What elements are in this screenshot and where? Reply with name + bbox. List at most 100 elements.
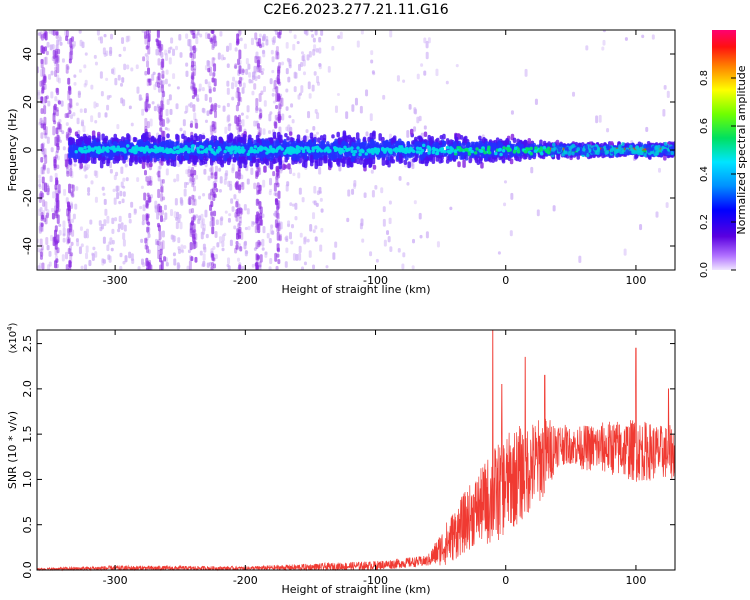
spectrogram-streak-cell [40, 123, 44, 129]
spectrogram-streak-cell [68, 85, 72, 91]
spectrogram-weak-cell [116, 123, 120, 130]
spectrogram-weak-cell [67, 39, 71, 45]
spectrogram-weak-cell [241, 119, 245, 127]
spectrogram-weak-cell [71, 218, 75, 223]
spectrogram-weak-cell [247, 63, 251, 70]
spectrogram-streak-cell [255, 198, 259, 206]
spectrogram-weak-cell [101, 186, 105, 191]
spectrogram-streak-cell [55, 127, 59, 135]
spectrogram-streak-cell [193, 89, 197, 97]
spectrogram-weak-cell [185, 105, 189, 114]
spectrogram-streak-cell [214, 231, 218, 239]
spectrogram-weak-cell [334, 105, 338, 113]
spectrogram-streak-cell [144, 244, 148, 250]
spectrogram-weak-cell [172, 73, 176, 80]
spectrogram-streak-cell [235, 213, 239, 222]
spectrogram-weak-cell [383, 239, 387, 247]
spectrogram-weak-cell [195, 36, 199, 45]
spectrogram-weak-cell [234, 80, 238, 88]
spectrogram-band-cell [438, 140, 443, 146]
spectrogram-streak-cell [54, 154, 58, 159]
spectrogram-weak-cell [204, 209, 208, 218]
spectrogram-streak-cell [54, 248, 58, 256]
spectrogram-streak-cell [45, 50, 49, 56]
spectrogram-weak-cell [359, 222, 363, 230]
spectrogram-streak-cell [159, 257, 163, 263]
spectrogram-band-cell [323, 155, 327, 164]
spectrogram-hot-cell [431, 150, 436, 155]
spectrogram-weak-cell [398, 176, 402, 181]
spectrogram-band-cell [445, 138, 450, 145]
spectrogram-streak-cell [192, 240, 196, 250]
spectrogram-streak-cell [239, 246, 243, 252]
spectrogram-hot-cell [94, 146, 99, 150]
spectrogram-weak-cell [61, 58, 65, 63]
spectrogram-streak-cell [240, 208, 244, 215]
spectrogram-weak-cell [194, 233, 198, 241]
spectrogram-hot-cell [432, 146, 436, 151]
spectrogram-weak-cell [102, 192, 106, 196]
spectrogram-hot-cell [112, 145, 116, 149]
spectrogram-hot-cell [303, 146, 308, 150]
spectrogram-weak-cell [273, 212, 277, 217]
spectrogram-weak-cell [396, 75, 400, 82]
spectrogram-weak-cell [240, 112, 244, 116]
spectrogram-band-cell [212, 142, 216, 148]
spectrogram-weak-cell [61, 130, 65, 135]
spectrogram-weak-cell [54, 172, 58, 178]
spectrogram-streak-cell [42, 199, 46, 207]
spectrogram-weak-cell [214, 254, 218, 260]
spectrogram-weak-cell [124, 163, 128, 168]
spectrogram-band-cell [509, 158, 514, 165]
spectrogram-weak-cell [185, 70, 189, 77]
spectrogram-streak-cell [146, 226, 150, 233]
spectrogram-band-cell [370, 140, 374, 149]
spectrogram-streak-cell [238, 264, 242, 270]
spectrogram-band-cell [272, 131, 277, 139]
spectrogram-weak-cell [277, 220, 281, 227]
spectrogram-weak-cell [195, 94, 199, 101]
spectrogram-weak-cell [243, 43, 247, 50]
spectrogram-band-cell [356, 151, 360, 159]
spectrogram-weak-cell [315, 48, 319, 53]
spectrogram-weak-cell [218, 188, 222, 193]
spectrogram-weak-cell [46, 136, 50, 144]
spectrogram-streak-cell [258, 241, 262, 246]
spectrogram-streak-cell [190, 85, 194, 90]
spectrogram-streak-cell [192, 223, 196, 233]
spectrogram-streak-cell [146, 245, 150, 254]
spectrogram-streak-cell [162, 118, 166, 127]
spectrogram-streak-cell [159, 253, 163, 259]
spectrogram-weak-cell [117, 228, 121, 233]
spectrogram-weak-cell [223, 178, 227, 185]
spectrogram-weak-cell [202, 193, 206, 197]
spectrogram-band-cell [462, 138, 466, 144]
spectrogram-weak-cell [294, 72, 298, 79]
spectrogram-hot-cell [153, 145, 158, 149]
spectrogram-weak-cell [208, 86, 212, 93]
spectrogram-streak-cell [65, 159, 69, 169]
spectrogram-hot-cell [249, 149, 253, 154]
spectrogram-band-cell [145, 131, 149, 141]
spectrogram-band-cell [505, 137, 509, 147]
spectrogram-weak-cell [297, 94, 301, 100]
spectrogram-band-cell [193, 139, 197, 144]
spectrogram-hot-cell [473, 151, 478, 155]
spectrogram-band-cell [199, 159, 203, 166]
spectrogram-streak-cell [273, 182, 277, 192]
spectrogram-streak-cell [192, 45, 196, 54]
spectrogram-weak-cell [74, 203, 78, 210]
spectrogram-streak-cell [43, 148, 47, 158]
spectrogram-weak-cell [258, 264, 262, 270]
spectrogram-streak-cell [145, 95, 149, 103]
spectrogram-weak-cell [455, 64, 459, 68]
spectrogram-weak-cell [203, 168, 207, 175]
spectrogram-band-cell [216, 159, 221, 164]
spectrogram-weak-cell [258, 33, 262, 38]
spectrogram-hot-cell [172, 150, 176, 155]
spectrogram-weak-cell [38, 185, 42, 190]
spectrogram-streak-cell [188, 260, 192, 270]
spectrogram-streak-cell [238, 119, 242, 125]
spectrogram-weak-cell [42, 153, 46, 159]
spectrogram-weak-cell [301, 55, 305, 62]
